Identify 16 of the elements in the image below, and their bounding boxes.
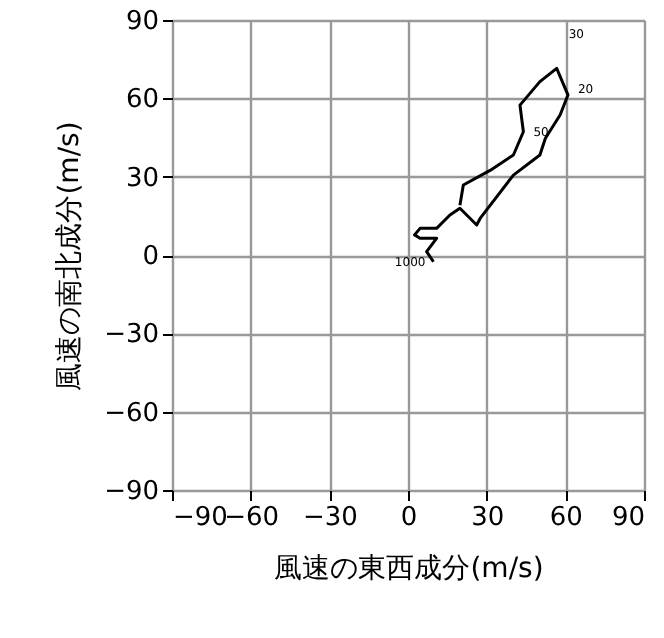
y-tick-label: 30 — [125, 163, 159, 194]
y-tick-label: 60 — [125, 85, 159, 116]
x-tick-label: 0 — [400, 503, 418, 533]
y-tick-label: 90 — [125, 7, 159, 37]
y-tick-label: −30 — [104, 320, 159, 351]
x-tick-label: −60 — [224, 503, 280, 533]
x-tick-label: −90 — [173, 503, 228, 533]
x-axis-title: 風速の東西成分(m/s) — [274, 553, 544, 585]
y-axis-title: 風速の南北成分(m/s) — [54, 121, 87, 391]
y-tick-label: −60 — [104, 398, 159, 429]
x-tick-label: 60 — [549, 503, 583, 533]
x-tick-label: −30 — [302, 503, 358, 533]
y-tick-label: 0 — [142, 242, 159, 272]
x-tick-label: 90 — [611, 503, 645, 533]
y-tick-label: −90 — [104, 477, 159, 507]
x-tick-label: 30 — [471, 503, 505, 533]
